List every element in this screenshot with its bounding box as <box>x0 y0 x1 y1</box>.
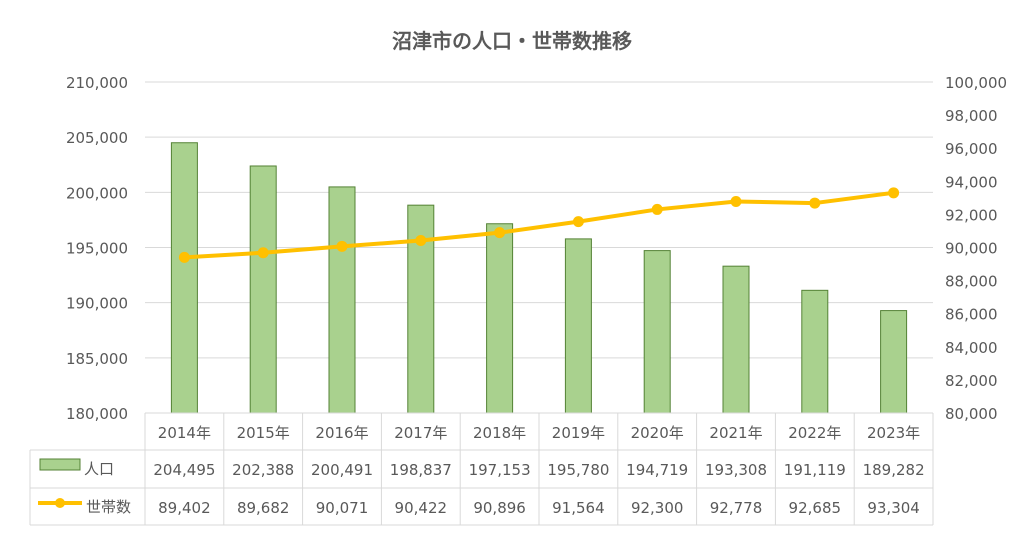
households-value: 89,402 <box>158 499 211 517</box>
legend-bar-key <box>39 458 81 471</box>
households-value: 90,896 <box>473 499 526 517</box>
bar <box>801 289 829 414</box>
y-right-tick-label: 98,000 <box>945 107 998 125</box>
category-label: 2018年 <box>473 424 526 442</box>
bar <box>328 186 356 414</box>
category-label: 2016年 <box>315 424 368 442</box>
category-label: 2021年 <box>709 424 762 442</box>
households-value: 92,778 <box>710 499 763 517</box>
category-label: 2017年 <box>394 424 447 442</box>
population-value: 204,495 <box>153 461 215 479</box>
legend-households: 世帯数 <box>86 498 131 516</box>
y-right-tick-label: 96,000 <box>945 140 998 158</box>
y-right-tick-label: 94,000 <box>945 173 998 191</box>
y-right-tick-label: 82,000 <box>945 372 998 390</box>
population-value: 200,491 <box>311 461 373 479</box>
population-value: 191,119 <box>784 461 846 479</box>
category-label: 2015年 <box>237 424 290 442</box>
bar <box>564 238 592 414</box>
chart-title: 沼津市の人口・世帯数推移 <box>392 29 632 53</box>
population-value: 198,837 <box>390 461 452 479</box>
series-line <box>184 190 894 260</box>
category-label: 2014年 <box>158 424 211 442</box>
population-value: 197,153 <box>469 461 531 479</box>
y-left-tick-label: 205,000 <box>66 129 128 147</box>
category-label: 2023年 <box>867 424 920 442</box>
y-right-tick-label: 84,000 <box>945 339 998 357</box>
population-value: 202,388 <box>232 461 294 479</box>
y-left-tick-label: 195,000 <box>66 240 128 258</box>
bar <box>722 265 750 414</box>
line-point <box>257 247 269 259</box>
y-left-tick-label: 200,000 <box>66 184 128 202</box>
bar <box>643 250 671 414</box>
population-value: 189,282 <box>863 461 925 479</box>
category-label: 2020年 <box>631 424 684 442</box>
bar <box>880 310 908 414</box>
households-value: 92,300 <box>631 499 684 517</box>
population-value: 194,719 <box>626 461 688 479</box>
legend-line-marker <box>55 498 65 508</box>
line-point <box>809 197 821 209</box>
households-value: 93,304 <box>867 499 920 517</box>
population-value: 195,780 <box>547 461 609 479</box>
legend-population: 人口 <box>84 460 114 478</box>
population-value: 193,308 <box>705 461 767 479</box>
y-left-tick-label: 190,000 <box>66 295 128 313</box>
line-point <box>572 216 584 228</box>
households-value: 91,564 <box>552 499 605 517</box>
y-right-tick-label: 80,000 <box>945 405 998 423</box>
y-right-tick-label: 90,000 <box>945 240 998 258</box>
households-value: 90,071 <box>316 499 369 517</box>
category-label: 2022年 <box>788 424 841 442</box>
households-value: 89,682 <box>237 499 290 517</box>
households-value: 92,685 <box>789 499 842 517</box>
line-point <box>178 251 190 263</box>
y-right-tick-label: 86,000 <box>945 306 998 324</box>
y-right-tick-label: 88,000 <box>945 273 998 291</box>
y-left-tick-label: 185,000 <box>66 350 128 368</box>
line-point <box>730 196 742 208</box>
households-value: 90,422 <box>395 499 448 517</box>
y-right-tick-label: 100,000 <box>945 74 1007 92</box>
y-left-tick-label: 210,000 <box>66 74 128 92</box>
line-point <box>651 203 663 215</box>
line-point <box>888 187 900 199</box>
bar <box>249 165 277 414</box>
y-left-tick-label: 180,000 <box>66 405 128 423</box>
line-point <box>336 240 348 252</box>
bar <box>486 223 514 414</box>
bar <box>170 142 198 414</box>
category-label: 2019年 <box>552 424 605 442</box>
y-right-tick-label: 92,000 <box>945 206 998 224</box>
line-point <box>494 227 506 239</box>
line-point <box>415 235 427 247</box>
